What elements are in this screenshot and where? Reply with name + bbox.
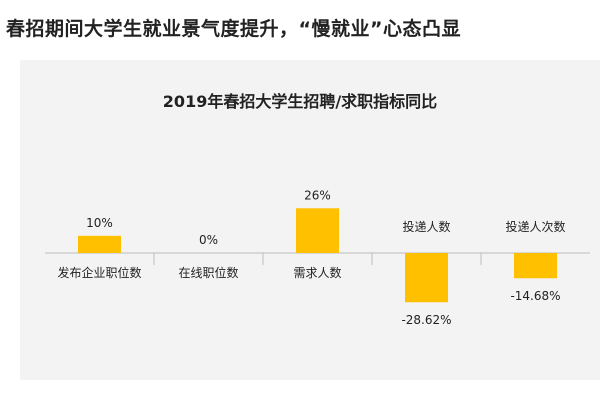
value-label-4: -14.68% [510,289,560,303]
category-label-0: 发布企业职位数 [57,265,141,280]
value-label-2: 26% [304,188,331,202]
bar-4 [514,253,557,279]
category-label-4: 投递人次数 [505,219,565,234]
category-label-1: 在线职位数 [178,265,238,280]
bar-3 [405,253,448,303]
category-label-2: 需求人数 [293,265,341,280]
category-label-3: 投递人数 [402,219,450,234]
page-headline: 春招期间大学生就业景气度提升，“慢就业”心态凸显 [6,18,461,40]
bar-2 [296,208,339,253]
value-label-3: -28.62% [401,313,451,327]
bar-0 [78,235,121,253]
value-label-1: 0% [199,233,218,247]
chart-title: 2019年春招大学生招聘/求职指标同比 [162,92,438,111]
value-label-0: 10% [86,216,113,230]
